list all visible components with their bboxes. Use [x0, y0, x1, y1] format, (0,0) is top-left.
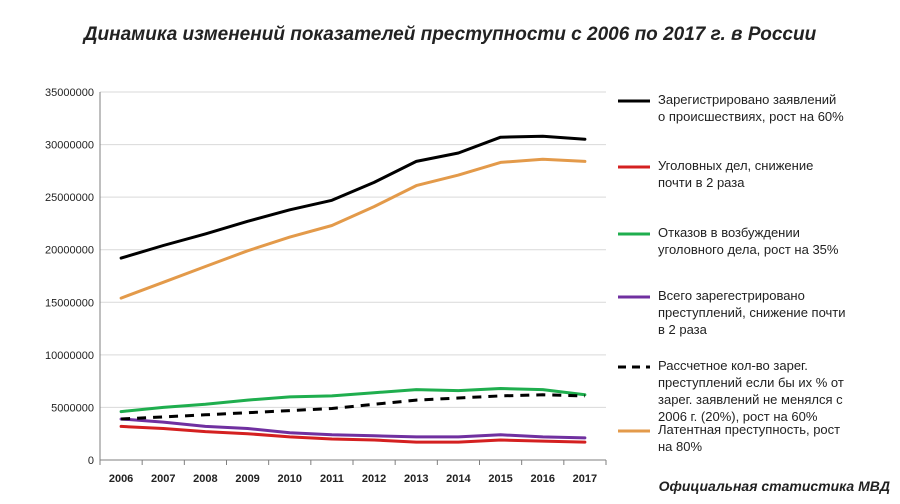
legend-label-total_crimes: Всего зарегестрировано — [658, 288, 805, 303]
y-tick-label: 30000000 — [45, 140, 94, 152]
axis-layer: 0 5000000 10000000 15000000 20000000 25000000… — [45, 87, 607, 485]
chart-title: Динамика изменений показателей преступно… — [83, 24, 817, 45]
y-tick-label: 10000000 — [45, 350, 94, 362]
y-tick-label: 0 — [88, 455, 94, 467]
series-line-latent — [119, 157, 587, 300]
series-line-estimated — [121, 393, 585, 421]
x-tick-label: 2007 — [151, 473, 175, 485]
legend-label-refusals: уголовного дела, рост на 35% — [658, 242, 839, 257]
x-tick-label: 2017 — [573, 473, 597, 485]
series-line-total_crimes — [119, 417, 587, 440]
legend-label-refusals: Отказов в возбуждении — [658, 225, 800, 240]
y-tick-label: 35000000 — [45, 87, 94, 99]
x-tick-label: 2013 — [404, 473, 428, 485]
legend-label-criminal_cases: Уголовных дел, снижение — [658, 158, 813, 173]
legend-label-estimated: преступлений если бы их % от — [658, 375, 844, 390]
legend-label-estimated: зарег. заявлений не менялся с — [658, 392, 843, 407]
x-tick-label: 2008 — [193, 473, 217, 485]
y-tick-label: 20000000 — [45, 245, 94, 257]
y-tick-label: 5000000 — [51, 402, 94, 414]
x-tick-label: 2012 — [362, 473, 386, 485]
x-tick-label: 2006 — [109, 473, 133, 485]
x-tick-label: 2015 — [488, 473, 512, 485]
legend-label-registered: о происшествиях, рост на 60% — [658, 109, 844, 124]
legend-label-latent: на 80% — [658, 439, 702, 454]
grid-layer — [100, 91, 606, 408]
y-tick-label: 15000000 — [45, 297, 94, 309]
series-line-registered — [119, 134, 587, 260]
x-tick-label: 2014 — [446, 473, 471, 485]
legend-label-criminal_cases: почти в 2 раза — [658, 175, 745, 190]
series-line-criminal_cases — [119, 424, 587, 444]
chart-source: Официальная статистика МВД — [658, 478, 890, 494]
series-layer — [119, 134, 587, 444]
legend-label-total_crimes: преступлений, снижение почти — [658, 305, 846, 320]
x-tick-label: 2010 — [278, 473, 302, 485]
series-line-refusals — [119, 387, 587, 414]
legend-layer: Зарегистрировано заявлений о происшествия… — [618, 92, 846, 454]
y-tick-label: 25000000 — [45, 192, 94, 204]
legend-label-total_crimes: в 2 раза — [658, 322, 708, 337]
x-tick-label: 2009 — [235, 473, 259, 485]
legend-label-registered: Зарегистрировано заявлений — [658, 92, 836, 107]
x-tick-label: 2011 — [320, 473, 344, 485]
x-tick-label: 2016 — [531, 473, 555, 485]
legend-label-latent: Латентная преступность, рост — [658, 422, 840, 437]
legend-label-estimated: Рассчетное кол-во зарег. — [658, 358, 808, 373]
legend-label-estimated: 2006 г. (20%), рост на 60% — [658, 409, 818, 424]
